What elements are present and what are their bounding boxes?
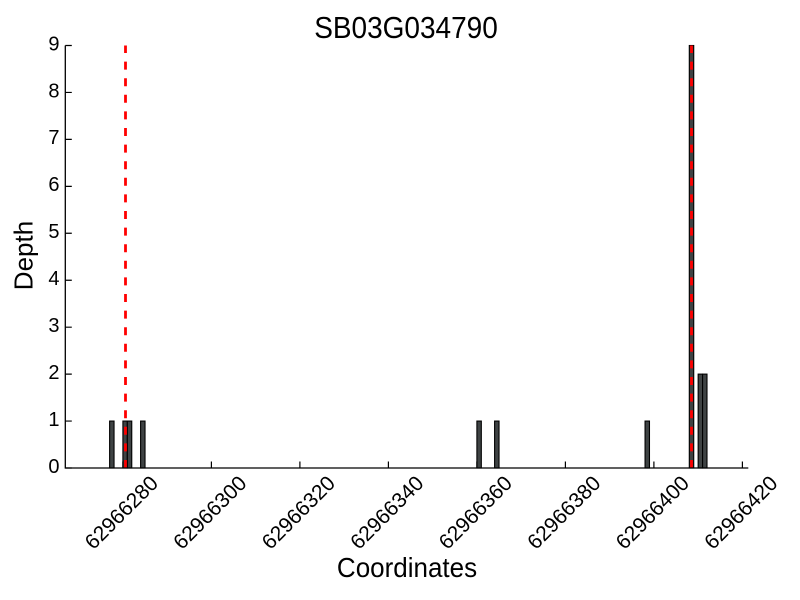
svg-text:4: 4 xyxy=(48,268,59,290)
svg-text:7: 7 xyxy=(48,127,59,149)
svg-text:0: 0 xyxy=(48,456,59,478)
svg-text:9: 9 xyxy=(48,33,59,55)
svg-text:8: 8 xyxy=(48,80,59,102)
svg-text:3: 3 xyxy=(48,315,59,337)
svg-text:Depth: Depth xyxy=(9,221,39,290)
svg-text:5: 5 xyxy=(48,221,59,243)
svg-text:6: 6 xyxy=(48,174,59,196)
svg-text:2: 2 xyxy=(48,362,59,384)
svg-text:Coordinates: Coordinates xyxy=(337,552,477,583)
svg-text:SB03G034790: SB03G034790 xyxy=(314,12,498,45)
svg-text:1: 1 xyxy=(48,409,59,431)
